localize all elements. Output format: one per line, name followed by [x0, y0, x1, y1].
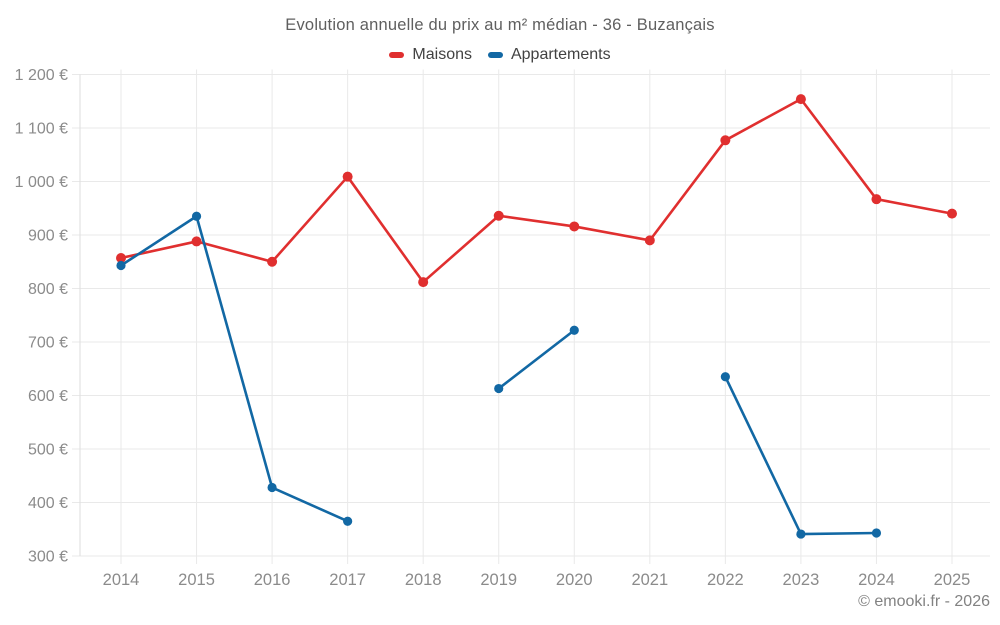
legend-label-appartements: Appartements — [510, 46, 611, 63]
appartements-series-line — [497, 328, 576, 390]
appartements-data-point[interactable] — [267, 482, 277, 493]
appartements-data-point[interactable] — [343, 516, 353, 526]
y-tick-label: 700 € — [28, 335, 68, 352]
appartements-data-point[interactable] — [494, 383, 504, 394]
legend-item-maisons[interactable]: Maisons — [389, 46, 472, 64]
y-tick-label: 400 € — [28, 495, 68, 512]
maisons-data-point[interactable] — [720, 135, 731, 146]
maisons-data-point[interactable] — [569, 221, 580, 232]
appartements-data-point[interactable] — [796, 529, 806, 539]
appartements-data-point[interactable] — [871, 528, 882, 538]
appartements-data-point[interactable] — [720, 372, 730, 382]
x-tick-label: 2023 — [783, 571, 820, 589]
footer-credit: © emooki.fr - 2026 — [858, 593, 990, 610]
x-tick-label: 2025 — [934, 571, 971, 589]
appartements-data-point[interactable] — [191, 211, 202, 221]
legend-label-maisons: Maisons — [412, 46, 472, 63]
appartements-series-swatch-icon — [487, 52, 503, 58]
maisons-data-point[interactable] — [795, 94, 806, 105]
y-tick-label: 1 200 € — [15, 67, 68, 84]
y-tick-label: 900 € — [28, 228, 68, 245]
y-tick-label: 1 000 € — [15, 174, 68, 191]
appartements-series-line — [119, 214, 349, 523]
maisons-data-point[interactable] — [947, 208, 957, 219]
appartements-data-point[interactable] — [569, 325, 579, 335]
maisons-data-point[interactable] — [644, 235, 655, 246]
chart-title: Evolution annuelle du prix au m² médian … — [285, 16, 715, 34]
appartements-data-point[interactable] — [116, 260, 126, 271]
y-tick-label: 300 € — [28, 549, 68, 566]
y-tick-label: 600 € — [28, 388, 68, 405]
maisons-data-point[interactable] — [342, 171, 353, 182]
maisons-series-line — [119, 97, 954, 284]
x-tick-label: 2014 — [103, 571, 140, 589]
maisons-data-point[interactable] — [267, 256, 278, 267]
maisons-data-point[interactable] — [871, 194, 882, 205]
x-tick-label: 2019 — [480, 571, 517, 589]
x-tick-label: 2024 — [858, 571, 895, 589]
x-tick-label: 2020 — [556, 571, 593, 589]
x-tick-label: 2021 — [631, 571, 668, 589]
y-tick-label: 1 100 € — [15, 121, 68, 138]
x-tick-label: 2017 — [329, 571, 366, 589]
maisons-data-point[interactable] — [191, 236, 202, 247]
maisons-data-point[interactable] — [418, 277, 429, 288]
x-tick-label: 2018 — [405, 571, 442, 589]
x-tick-label: 2016 — [254, 571, 291, 589]
chart-legend: Maisons Appartements — [0, 46, 1000, 64]
legend-item-appartements[interactable]: Appartements — [487, 46, 611, 64]
maisons-series-swatch-icon — [389, 52, 405, 58]
y-tick-label: 800 € — [28, 281, 68, 298]
x-tick-label: 2022 — [707, 571, 744, 589]
maisons-data-point[interactable] — [493, 210, 504, 221]
maisons-data-point[interactable] — [116, 253, 126, 264]
x-tick-label: 2015 — [178, 571, 215, 589]
y-tick-label: 500 € — [28, 442, 68, 459]
